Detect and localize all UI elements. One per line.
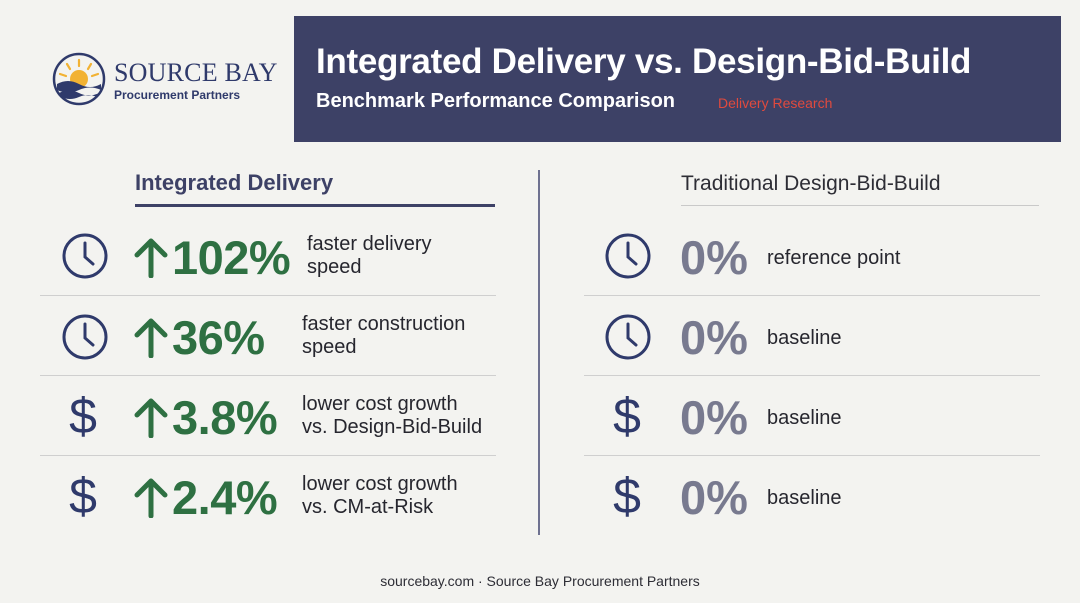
metric-description: lower cost growth vs. CM-at-Risk <box>302 473 458 518</box>
sun-wave-logo-icon <box>52 52 106 106</box>
dollar-icon: $ <box>613 388 641 444</box>
page-title: Integrated Delivery vs. Design-Bid-Build <box>316 42 972 81</box>
column-divider <box>538 170 540 535</box>
integrated-delivery-heading: Integrated Delivery <box>135 170 334 195</box>
baseline-value: 0% <box>680 471 748 524</box>
baseline-label: baseline <box>767 407 842 429</box>
design-bid-build-heading: Traditional Design-Bid-Build <box>681 172 941 195</box>
arrow-up-icon <box>134 398 168 438</box>
dollar-icon: $ <box>69 388 97 444</box>
baseline-value: 0% <box>680 311 748 364</box>
row-divider <box>584 295 1040 296</box>
metric-description: faster construction speed <box>302 313 466 358</box>
clock-icon <box>62 233 108 279</box>
footer-credit: sourcebay.com · Source Bay Procurement P… <box>380 573 700 589</box>
research-tag: Delivery Research <box>718 95 833 111</box>
clock-icon <box>605 314 651 360</box>
baseline-value: 0% <box>680 231 748 284</box>
dollar-icon: $ <box>69 468 97 524</box>
metric-value: 2.4% <box>172 471 278 524</box>
row-divider <box>40 295 496 296</box>
arrow-up-icon <box>134 478 168 518</box>
metric-value: 102% <box>172 231 291 284</box>
baseline-label: baseline <box>767 327 842 349</box>
baseline-label: baseline <box>767 487 842 509</box>
metric-value: 36% <box>172 311 265 364</box>
clock-icon <box>62 314 108 360</box>
baseline-label: reference point <box>767 247 901 269</box>
row-divider <box>40 455 496 456</box>
brand-name: SOURCE BAY <box>114 58 278 87</box>
header-banner: Integrated Delivery vs. Design-Bid-Build… <box>294 16 1061 142</box>
metric-description: lower cost growth vs. Design-Bid-Build <box>302 393 483 438</box>
arrow-up-icon <box>134 238 168 278</box>
row-divider <box>40 375 496 376</box>
heading-underline <box>681 205 1039 206</box>
clock-icon <box>605 233 651 279</box>
baseline-value: 0% <box>680 391 748 444</box>
brand-subtitle: Procurement Partners <box>114 88 241 102</box>
metric-value: 3.8% <box>172 391 278 444</box>
row-divider <box>584 455 1040 456</box>
dollar-icon: $ <box>613 468 641 524</box>
page-subtitle: Benchmark Performance Comparison <box>316 90 676 112</box>
heading-underline <box>135 204 495 207</box>
metric-description: faster delivery speed <box>307 233 432 278</box>
arrow-up-icon <box>134 318 168 358</box>
brand-logo: SOURCE BAY Procurement Partners <box>52 52 282 108</box>
row-divider <box>584 375 1040 376</box>
